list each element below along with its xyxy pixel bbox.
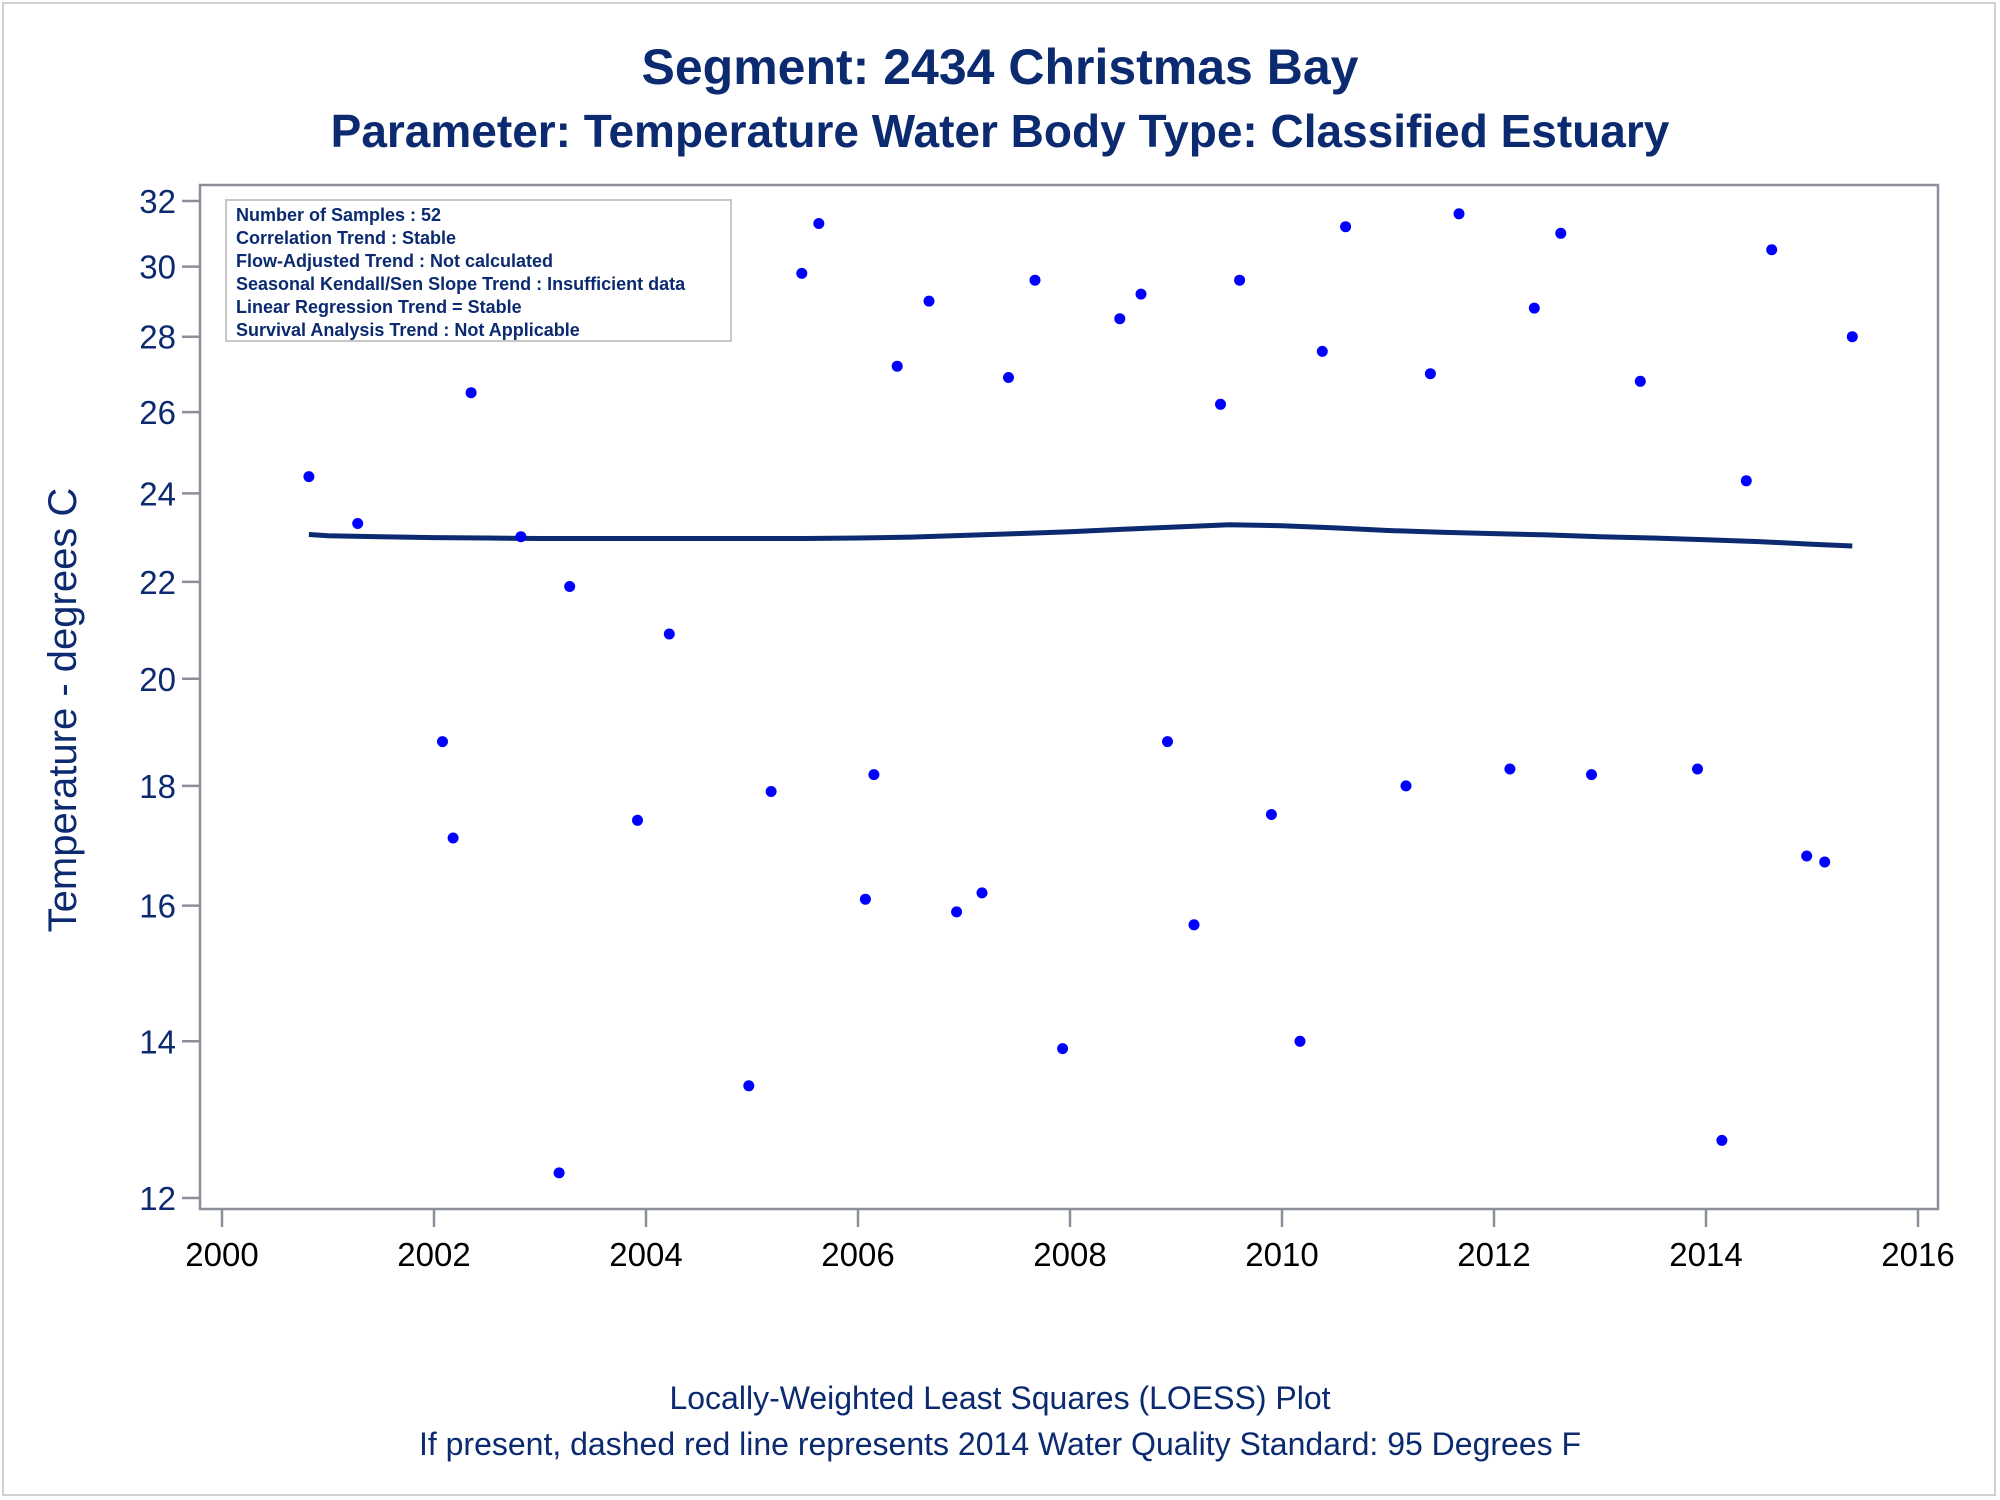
data-point [1114,313,1126,325]
x-tick-label: 2004 [609,1236,682,1273]
footnote-loess: Locally-Weighted Least Squares (LOESS) P… [669,1380,1331,1416]
data-point [1586,769,1597,781]
x-tick-label: 2002 [397,1236,470,1273]
loess-line [308,522,1853,549]
data-point [951,906,963,918]
x-tick-label: 2008 [1033,1236,1106,1273]
chart-title: Segment: 2434 Christmas Bay [641,39,1359,95]
y-tick-label: 18 [139,768,176,805]
data-point [663,628,675,640]
data-point [447,832,459,844]
data-point [923,295,935,307]
data-point [976,887,988,899]
data-point [743,1080,755,1092]
data-point [1215,398,1226,410]
data-point [1294,1035,1306,1047]
data-point [1801,850,1813,862]
data-point [1316,345,1328,357]
inset-box-border [225,199,732,342]
data-point [891,360,903,372]
inset-line: Linear Regression Trend = Stable [236,297,522,317]
x-tick-label: 2014 [1669,1236,1742,1273]
x-tick-label: 2006 [821,1236,894,1273]
data-point [1003,372,1014,383]
y-tick-label: 14 [139,1023,176,1060]
data-point [1766,244,1778,256]
x-axis: 2000 2002 2004 2006 2008 2010 2012 2014 2016 [185,1209,1955,1273]
data-point [868,769,880,781]
y-tick-label: 20 [139,661,176,698]
data-point [796,267,808,279]
data-point [1504,763,1516,775]
data-point [1234,274,1246,286]
data-point [1819,856,1831,868]
inset-line: Flow-Adjusted Trend : Not calculated [236,251,553,271]
y-tick-label: 26 [139,394,176,431]
chart-subtitle: Parameter: Temperature Water Body Type: … [330,105,1670,157]
data-point [813,218,825,229]
data-point [1057,1043,1069,1055]
inset-line: Number of Samples : 52 [236,205,441,225]
data-point [1135,288,1147,300]
x-tick-label: 2012 [1457,1236,1530,1273]
y-tick-label: 22 [139,564,176,601]
y-tick-label: 32 [139,183,176,220]
data-point [1162,736,1173,748]
x-tick-label: 2010 [1245,1236,1318,1273]
data-point [564,581,576,592]
data-point [1716,1134,1728,1146]
data-point [1555,227,1567,239]
data-point [1634,375,1646,387]
data-point [1265,809,1277,820]
data-point [1740,475,1752,487]
data-point [437,736,448,748]
data-point [352,518,364,529]
data-point [465,387,477,399]
data-points [303,208,1858,1179]
data-point [1424,368,1436,380]
data-point [859,893,871,905]
y-tick-label: 12 [139,1180,176,1217]
footnote-standard: If present, dashed red line represents 2… [418,1426,1582,1462]
data-point [1340,221,1352,233]
data-point [515,531,527,543]
data-point [765,786,777,797]
data-point [303,471,315,483]
data-point [1692,763,1703,775]
inset-line: Correlation Trend : Stable [236,228,456,248]
x-tick-label: 2000 [185,1236,258,1273]
data-point [1528,302,1540,314]
data-point [1029,274,1041,286]
data-point [632,814,643,826]
y-tick-label: 16 [139,888,176,925]
data-point [553,1167,565,1179]
trend-inset-box: Number of Samples : 52 Correlation Trend … [225,199,732,342]
inset-line: Seasonal Kendall/Sen Slope Trend : Insuf… [236,274,686,294]
inset-line: Survival Analysis Trend : Not Applicable [236,320,580,340]
data-point [1453,208,1465,220]
y-tick-label: 30 [139,249,176,286]
y-tick-label: 24 [139,475,176,512]
y-tick-label: 28 [139,319,176,356]
data-point [1188,919,1200,931]
y-axis-label: Temperature - degrees C [41,488,85,933]
x-tick-label: 2016 [1881,1236,1954,1273]
y-axis: 12 14 16 18 20 22 24 26 28 30 32 [139,183,200,1217]
data-point [1846,331,1858,343]
data-point [1400,780,1412,792]
loess-line-group [308,522,1853,549]
